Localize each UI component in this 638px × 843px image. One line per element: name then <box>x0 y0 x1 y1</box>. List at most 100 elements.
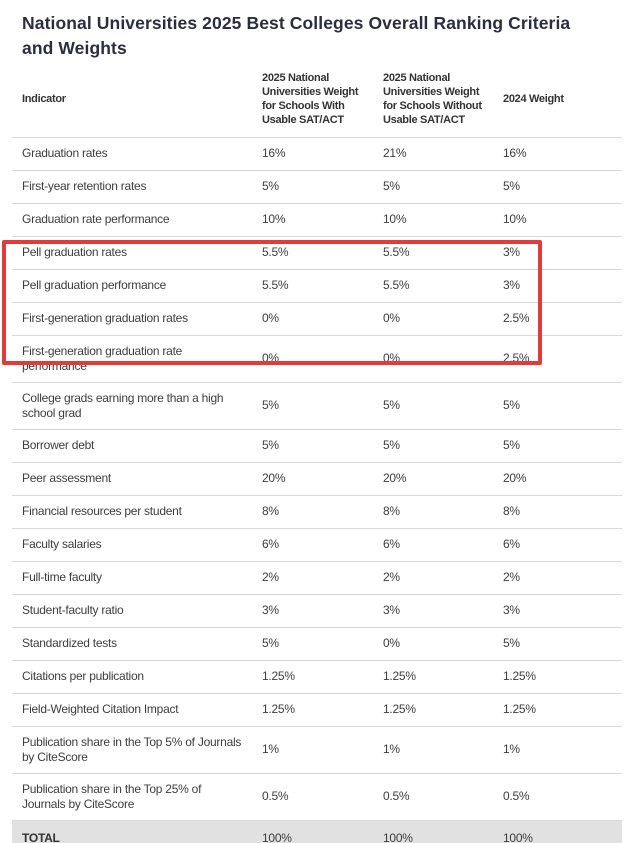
table-row: Publication share in the Top 25% of Jour… <box>12 772 622 820</box>
table-footer: TOTAL 100% 100% 100% <box>12 819 622 843</box>
weight-2024-cell: 2% <box>493 560 622 594</box>
weight-2024-cell: 5% <box>493 626 622 660</box>
table-row: Borrower debt 5% 5% 5% <box>12 428 622 462</box>
weight-2025-with-sat-cell: 8% <box>252 494 373 528</box>
weight-2025-without-sat-cell: 3% <box>373 593 493 627</box>
weight-2024-cell: 0.5% <box>493 772 622 820</box>
indicator-cell: First-year retention rates <box>12 169 252 203</box>
weight-2025-without-sat-cell: 20% <box>373 461 493 495</box>
weight-2024-cell: 3% <box>493 235 622 269</box>
table-row: College grads earning more than a high s… <box>12 381 622 429</box>
weight-2025-with-sat-cell: 5% <box>252 169 373 203</box>
column-header-2025-with-sat: 2025 National Universities Weight for Sc… <box>262 72 359 127</box>
indicator-cell: Graduation rates <box>12 136 252 170</box>
weight-2025-without-sat-cell: 0% <box>373 626 493 660</box>
indicator-cell: First-generation graduation rate perform… <box>12 334 252 382</box>
table-row: Pell graduation rates 5.5% 5.5% 3% <box>12 235 622 269</box>
table-row: Financial resources per student 8% 8% 8% <box>12 494 622 528</box>
weight-2025-with-sat-cell: 5% <box>252 381 373 429</box>
weight-2024-cell: 3% <box>493 593 622 627</box>
weight-2024-cell: 1.25% <box>493 692 622 726</box>
indicator-cell: Graduation rate performance <box>12 202 252 236</box>
weight-2025-without-sat-cell: 1% <box>373 725 493 773</box>
weight-2025-without-sat-cell: 2% <box>373 560 493 594</box>
total-2024-cell: 100% <box>493 819 622 843</box>
weight-2025-without-sat-cell: 0.5% <box>373 772 493 820</box>
page-title-line-2: and Weights <box>22 38 127 58</box>
indicator-cell: Publication share in the Top 25% of Jour… <box>12 772 252 820</box>
header-row: Indicator 2025 National Universities Wei… <box>12 62 622 137</box>
weight-2025-with-sat-cell: 2% <box>252 560 373 594</box>
weight-2025-with-sat-cell: 0.5% <box>252 772 373 820</box>
weight-2024-cell: 16% <box>493 136 622 170</box>
table-row: Graduation rates 16% 21% 16% <box>12 136 622 170</box>
table-row: Full-time faculty 2% 2% 2% <box>12 560 622 594</box>
weight-2025-with-sat-cell: 5.5% <box>252 235 373 269</box>
weight-2025-without-sat-cell: 5% <box>373 169 493 203</box>
total-with-sat-cell: 100% <box>252 819 373 843</box>
page-title-line-1: National Universities 2025 Best Colleges… <box>22 13 571 33</box>
weight-2025-with-sat-cell: 10% <box>252 202 373 236</box>
weight-2025-with-sat-cell: 3% <box>252 593 373 627</box>
table-row: Citations per publication 1.25% 1.25% 1.25% <box>12 659 622 693</box>
weight-2024-cell: 20% <box>493 461 622 495</box>
weight-2025-with-sat-cell: 16% <box>252 136 373 170</box>
column-header-2025-without-sat: 2025 National Universities Weight for Sc… <box>383 72 482 127</box>
weight-2025-without-sat-cell: 21% <box>373 136 493 170</box>
weight-2024-cell: 5% <box>493 381 622 429</box>
total-without-sat-cell: 100% <box>373 819 493 843</box>
weight-2025-with-sat-cell: 5% <box>252 428 373 462</box>
weight-2025-without-sat-cell: 0% <box>373 334 493 382</box>
weight-2025-with-sat-cell: 5% <box>252 626 373 660</box>
indicator-cell: Full-time faculty <box>12 560 252 594</box>
table-row: Student-faculty ratio 3% 3% 3% <box>12 593 622 627</box>
weight-2024-cell: 1% <box>493 725 622 773</box>
weight-2025-with-sat-cell: 0% <box>252 334 373 382</box>
indicator-cell: Financial resources per student <box>12 494 252 528</box>
indicator-cell: Borrower debt <box>12 428 252 462</box>
table-row: Graduation rate performance 10% 10% 10% <box>12 202 622 236</box>
table-row: First-year retention rates 5% 5% 5% <box>12 169 622 203</box>
table-row: Standardized tests 5% 0% 5% <box>12 626 622 660</box>
weight-2025-with-sat-cell: 0% <box>252 301 373 335</box>
weight-2024-cell: 3% <box>493 268 622 302</box>
weight-2025-with-sat-cell: 1.25% <box>252 692 373 726</box>
weight-2024-cell: 10% <box>493 202 622 236</box>
weight-2024-cell: 2.5% <box>493 334 622 382</box>
table-row: Faculty salaries 6% 6% 6% <box>12 527 622 561</box>
weight-2025-with-sat-cell: 20% <box>252 461 373 495</box>
weight-2025-with-sat-cell: 5.5% <box>252 268 373 302</box>
weight-2025-without-sat-cell: 8% <box>373 494 493 528</box>
weight-2025-without-sat-cell: 5.5% <box>373 268 493 302</box>
total-label-cell: TOTAL <box>12 819 252 843</box>
weight-2025-without-sat-cell: 1.25% <box>373 659 493 693</box>
table-row: First-generation graduation rate perform… <box>12 334 622 382</box>
weight-2024-cell: 8% <box>493 494 622 528</box>
weight-2025-with-sat-cell: 1.25% <box>252 659 373 693</box>
ranking-weights-table: Indicator 2025 National Universities Wei… <box>12 62 622 843</box>
weight-2024-cell: 2.5% <box>493 301 622 335</box>
indicator-cell: First-generation graduation rates <box>12 301 252 335</box>
weight-2025-without-sat-cell: 5.5% <box>373 235 493 269</box>
table-row: First-generation graduation rates 0% 0% 2.5… <box>12 301 622 335</box>
weight-2025-without-sat-cell: 1.25% <box>373 692 493 726</box>
weight-2025-without-sat-cell: 10% <box>373 202 493 236</box>
total-row: TOTAL 100% 100% 100% <box>12 819 622 843</box>
weight-2025-without-sat-cell: 5% <box>373 428 493 462</box>
weight-2025-without-sat-cell: 5% <box>373 381 493 429</box>
column-header-2024-weight: 2024 Weight <box>503 93 564 106</box>
table-header: Indicator 2025 National Universities Wei… <box>12 62 622 137</box>
table-row: Peer assessment 20% 20% 20% <box>12 461 622 495</box>
table-row: Field-Weighted Citation Impact 1.25% 1.25%… <box>12 692 622 726</box>
indicator-cell: Field-Weighted Citation Impact <box>12 692 252 726</box>
table-row: Pell graduation performance 5.5% 5.5% 3% <box>12 268 622 302</box>
indicator-cell: Peer assessment <box>12 461 252 495</box>
weight-2024-cell: 5% <box>493 428 622 462</box>
weight-2024-cell: 1.25% <box>493 659 622 693</box>
column-header-indicator: Indicator <box>22 93 66 106</box>
weight-2025-without-sat-cell: 6% <box>373 527 493 561</box>
weight-2025-with-sat-cell: 6% <box>252 527 373 561</box>
indicator-cell: Pell graduation rates <box>12 235 252 269</box>
table-body: Graduation rates 16% 21% 16% First-year rete… <box>12 136 622 820</box>
